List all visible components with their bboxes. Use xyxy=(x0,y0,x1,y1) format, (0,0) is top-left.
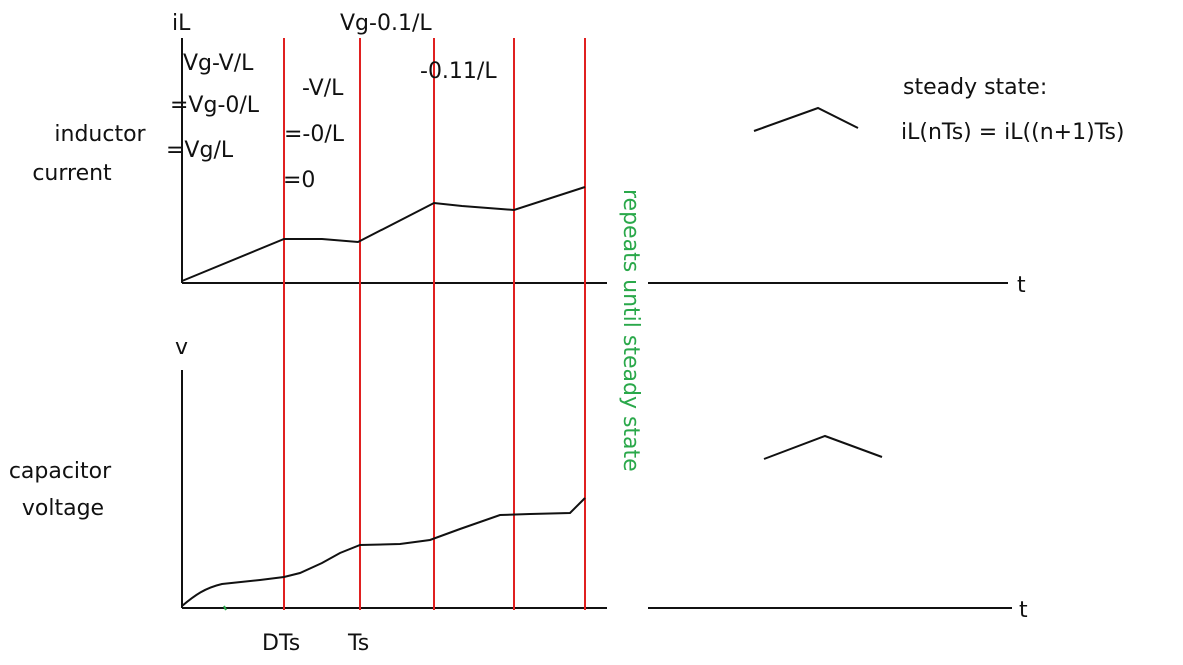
capacitor-voltage-label-line1: capacitor xyxy=(9,459,112,484)
steady-state-title: steady state: xyxy=(903,75,1047,100)
t-axis-label-top: t xyxy=(1017,273,1026,298)
slope-interval3: Vg-0.1/L xyxy=(340,11,432,36)
t-axis-label-bottom: t xyxy=(1019,598,1028,623)
capacitor-voltage-label-line2: voltage xyxy=(22,496,104,521)
capacitor-voltage-waveform xyxy=(181,497,586,607)
slope-interval4: -0.11/L xyxy=(420,59,497,84)
small-green-tick xyxy=(223,605,227,611)
inductor-current-label-line1: inductor xyxy=(54,122,146,147)
v-axis-label: v xyxy=(175,335,188,360)
steady-state-capacitor-sketch xyxy=(763,434,883,460)
slope-interval1-line1: Vg-V/L xyxy=(183,51,254,76)
tick-label-DTs: DTs xyxy=(262,631,300,656)
iL-axis-label: iL xyxy=(172,11,191,36)
slope-interval1-line2: =Vg-0/L xyxy=(170,93,260,118)
tick-label-Ts: Ts xyxy=(347,631,369,656)
repeats-until-steady-state-note: repeats until steady state xyxy=(618,189,643,472)
inductor-current-waveform xyxy=(181,186,586,282)
steady-state-inductor-sketch xyxy=(753,106,859,132)
inductor-current-label-line2: current xyxy=(32,161,112,186)
steady-state-formula: iL(nTs) = iL((n+1)Ts) xyxy=(901,120,1125,145)
slope-interval2-line1: -V/L xyxy=(302,76,344,101)
slope-interval2-line3: =0 xyxy=(283,168,315,193)
slope-interval2-line2: =-0/L xyxy=(284,122,345,147)
slope-interval1-line3: =Vg/L xyxy=(166,138,234,163)
